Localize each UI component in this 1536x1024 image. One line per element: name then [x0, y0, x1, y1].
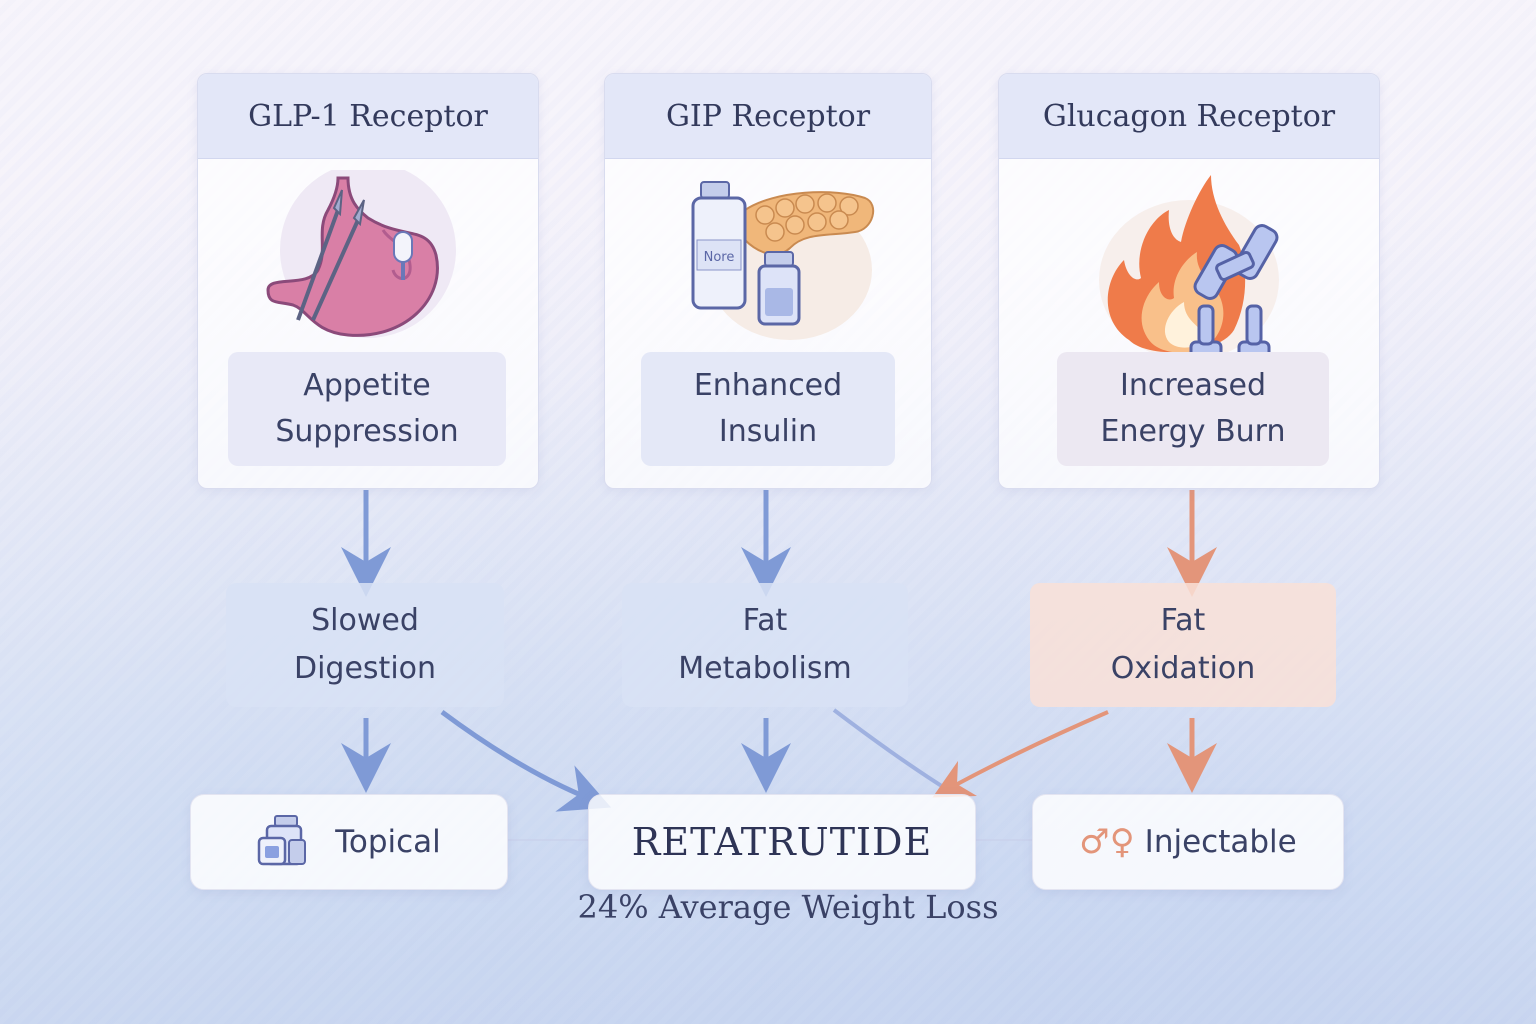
injectable-pill: ♂♀ Injectable	[1032, 794, 1344, 890]
arrow-oxidation-to-center	[932, 710, 1109, 798]
arrow-digestion-to-center	[440, 709, 612, 812]
gip-receptor-title: GIP Receptor	[605, 74, 931, 159]
glucagon-receptor-title: Glucagon Receptor	[999, 74, 1379, 159]
gender-symbols-icon: ♂♀	[1079, 822, 1135, 862]
retatrutide-pill: RETATRUTIDE	[588, 794, 976, 890]
appetite-suppression-box: Appetite Suppression	[228, 352, 506, 466]
flame-dumbbell-icon	[999, 170, 1379, 410]
injectable-label: Injectable	[1144, 824, 1297, 860]
topical-pill: Topical	[190, 794, 508, 890]
vials-icon	[257, 812, 313, 872]
gip-receptor-card: GIP Receptor Nore Enhanced Insulin	[604, 73, 932, 489]
glp1-receptor-card: GLP-1 Receptor Appetite Suppression	[197, 73, 539, 489]
fat-oxidation-box: Fat Oxidation	[1030, 583, 1336, 707]
stomach-icon	[198, 162, 538, 410]
enhanced-insulin-box: Enhanced Insulin	[641, 352, 895, 466]
increased-energy-burn-box: Increased Energy Burn	[1057, 352, 1329, 466]
glucagon-receptor-card: Glucagon Receptor Increased Energy Burn	[998, 73, 1380, 489]
retatrutide-title: RETATRUTIDE	[631, 820, 933, 864]
glp1-receptor-title: GLP-1 Receptor	[198, 74, 538, 159]
pancreas-vials-icon: Nore	[605, 170, 931, 410]
weight-loss-caption: 24% Average Weight Loss	[577, 888, 999, 926]
fat-metabolism-box: Fat Metabolism	[622, 583, 908, 707]
arrow-metabolism-to-center	[832, 708, 950, 792]
slowed-digestion-box: Slowed Digestion	[226, 583, 504, 707]
topical-label: Topical	[335, 824, 441, 860]
vial-label: Nore	[704, 250, 735, 265]
